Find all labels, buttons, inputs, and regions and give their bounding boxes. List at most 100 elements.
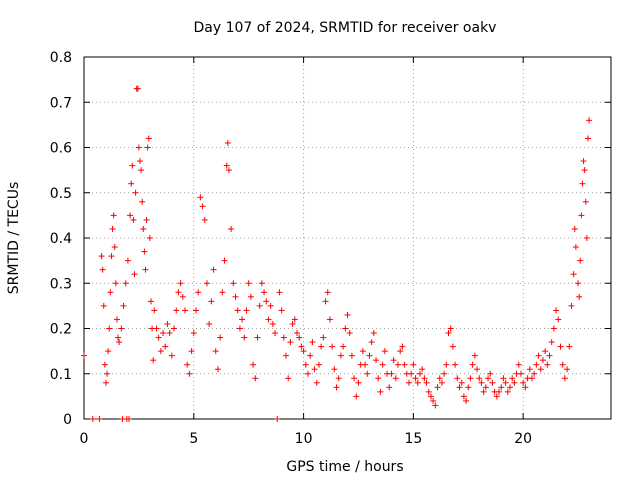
data-point [315,361,322,368]
x-tick-label: 15 [404,431,422,447]
data-point [359,348,366,355]
data-point [105,348,112,355]
data-points-layer [81,85,593,422]
data-point [101,361,108,368]
data-point [578,212,585,219]
y-axis-label: SRMTID / TECUs [6,182,22,295]
data-point [109,225,116,232]
data-point [548,339,555,346]
data-point [135,144,142,151]
data-point [379,361,386,368]
data-point [138,167,145,174]
data-point [445,330,452,337]
data-point [467,375,474,382]
data-point [375,375,382,382]
data-point [276,289,283,296]
data-point [381,348,388,355]
data-point [502,379,509,386]
grid-layer [84,57,611,419]
data-point [151,307,158,314]
x-tick-label: 10 [295,431,313,447]
data-point [234,307,241,314]
x-tick-label: 0 [80,431,89,447]
data-point [140,225,147,232]
data-point [208,298,215,305]
data-point [126,416,133,422]
data-point [203,280,210,287]
y-tick-label: 0.3 [50,276,72,292]
data-point [210,266,217,273]
y-tick-label: 0.4 [50,231,72,247]
data-point [580,158,587,165]
data-point [134,85,141,92]
data-point [441,370,448,377]
data-point [506,384,513,391]
data-point [373,357,380,364]
data-point [296,334,303,341]
data-point [557,343,564,350]
data-point [584,135,591,142]
data-point [504,388,511,395]
data-point [320,334,327,341]
data-point [136,158,143,165]
data-point [254,334,261,341]
data-point [164,320,171,327]
data-point [555,316,562,323]
data-point [309,339,316,346]
data-point [116,339,123,346]
data-point [153,325,160,332]
data-point [561,375,568,382]
data-point [304,370,311,377]
data-point [460,393,467,400]
chart-title: Day 107 of 2024, SRMTID for receiver oak… [194,20,497,36]
data-point [166,330,173,337]
y-tick-label: 0.2 [50,322,72,338]
data-point [291,316,298,323]
data-point [463,397,470,404]
data-point [566,343,573,350]
data-point [344,311,351,318]
data-point [511,379,518,386]
data-point [206,320,213,327]
data-point [110,212,117,219]
data-point [412,375,419,382]
x-tick-label: 20 [514,431,532,447]
data-point [250,361,257,368]
data-point [571,225,578,232]
data-point [272,330,279,337]
data-point [388,370,395,377]
data-point [340,343,347,350]
data-point [283,352,290,359]
data-point [465,384,472,391]
data-point [118,325,125,332]
data-point [498,384,505,391]
data-point [392,375,399,382]
data-point [322,298,329,305]
data-point [487,370,494,377]
data-point [355,379,362,386]
data-point [168,352,175,359]
data-point [577,257,584,264]
data-point [471,352,478,359]
data-point [458,379,465,386]
data-point [539,357,546,364]
data-point [179,293,186,300]
data-point [313,379,320,386]
data-point [108,253,115,260]
data-point [397,348,404,355]
data-point [559,361,566,368]
data-point [456,384,463,391]
data-point [112,280,119,287]
data-point [98,253,105,260]
data-point [252,375,259,382]
data-point [236,325,243,332]
data-point [100,302,107,309]
data-point [130,216,137,223]
data-point [104,370,111,377]
data-point [399,343,406,350]
data-point [162,343,169,350]
data-point [544,361,551,368]
data-point [124,257,131,264]
data-point [219,289,226,296]
data-point [142,266,149,273]
